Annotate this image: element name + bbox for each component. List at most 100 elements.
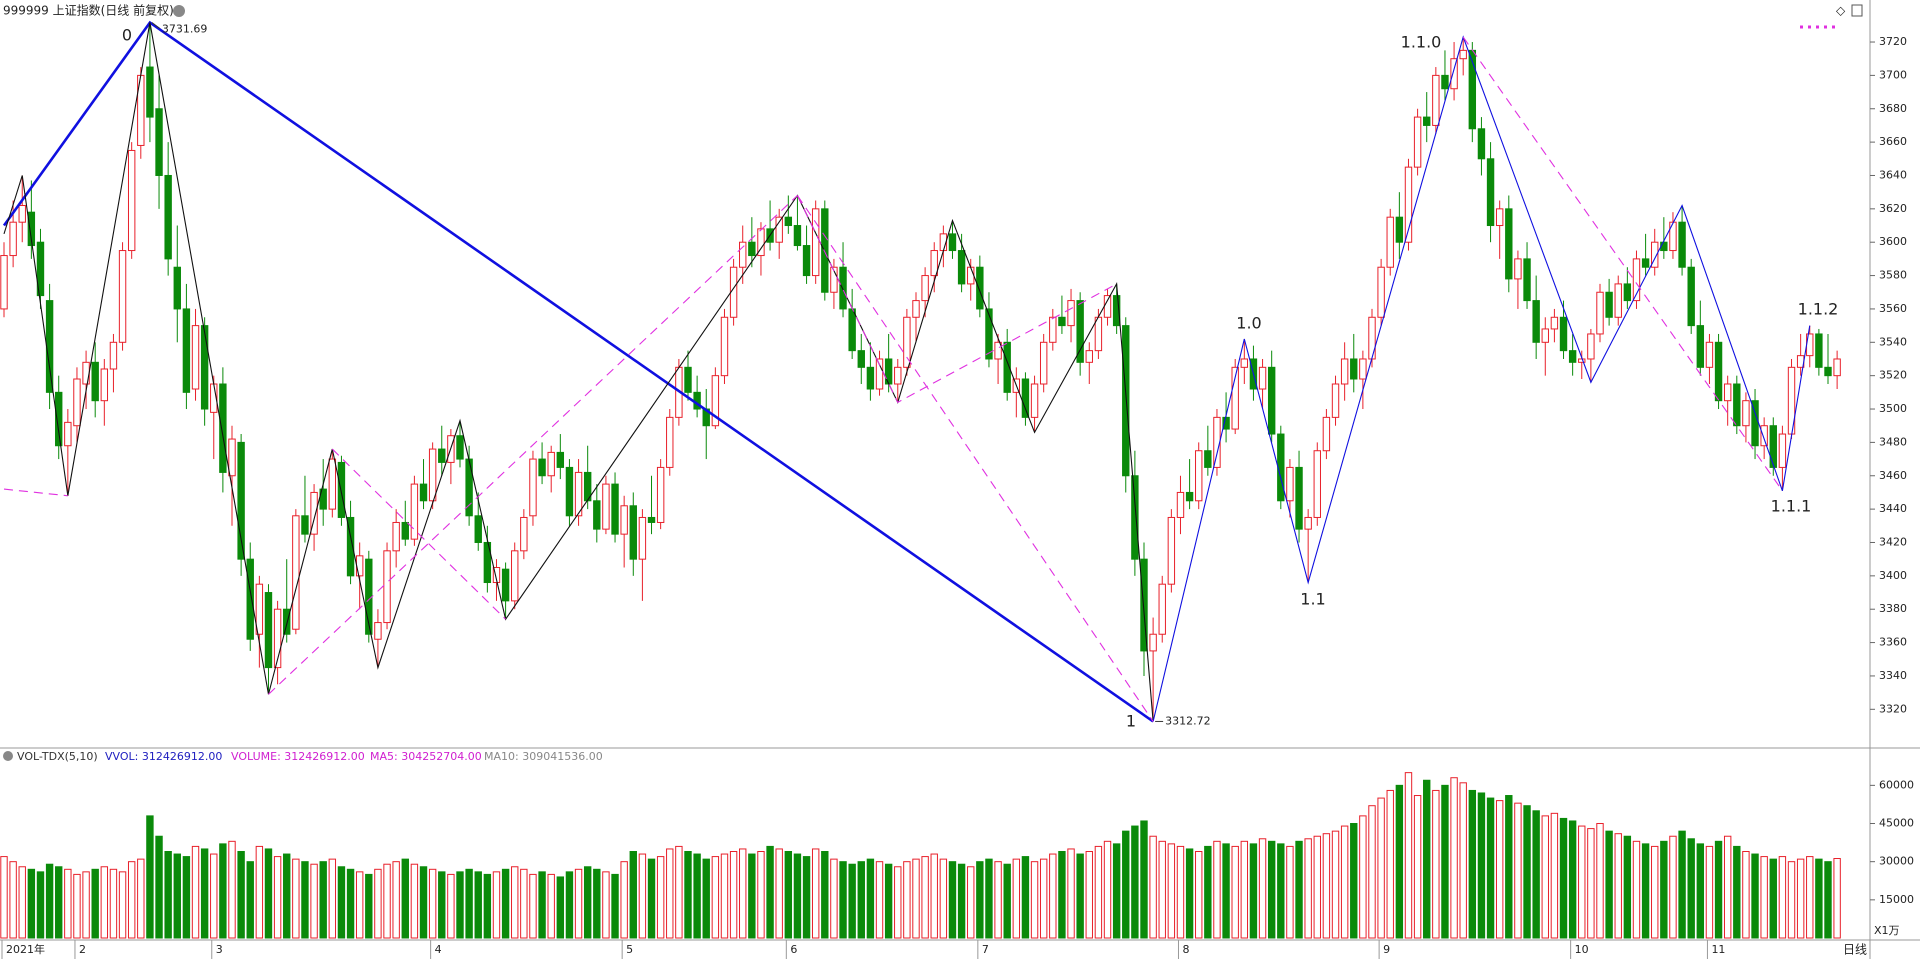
candle-body [237, 441, 245, 560]
volume-bar [866, 858, 875, 939]
volume-bar [501, 868, 510, 939]
volume-bar [1003, 863, 1011, 939]
volume-menu-icon[interactable] [3, 751, 13, 761]
candle-body [1450, 58, 1458, 90]
x-tick-label: 6 [790, 943, 797, 956]
candle-body [638, 516, 647, 560]
candle-body [967, 266, 975, 285]
candle-body [73, 378, 81, 427]
candle-body [866, 366, 875, 390]
icon-diamond[interactable]: ◇ [1836, 4, 1846, 18]
candle-body [848, 308, 856, 352]
volume-bar [921, 856, 929, 939]
wave-label: 1.1.1 [1771, 497, 1812, 516]
wave-label: 1.1.0 [1401, 33, 1442, 52]
volume-bar [1267, 840, 1276, 939]
candle-body [903, 316, 911, 368]
volume-bar [711, 856, 720, 939]
candle-body [875, 358, 884, 390]
volume-bar [1660, 840, 1668, 939]
volume-bar [948, 861, 957, 939]
volume-bar [1176, 845, 1185, 939]
candle-body [301, 515, 309, 535]
volume-bar [210, 853, 218, 939]
candle-body [985, 308, 993, 360]
title-menu-icon[interactable] [173, 5, 185, 17]
candle-body [18, 205, 26, 223]
candle-body [757, 228, 765, 257]
candle-body [1286, 466, 1294, 502]
volume-bar [1687, 838, 1695, 939]
volume-bar [200, 848, 209, 939]
candle-body [629, 505, 637, 560]
volume-bar [684, 851, 692, 939]
candle-body [1377, 266, 1385, 318]
candle-body [775, 216, 783, 243]
candle-body [739, 241, 747, 268]
volume-bar [1568, 820, 1577, 939]
candle-body [1277, 433, 1285, 502]
volume-bar [985, 858, 993, 939]
icon-window[interactable] [1851, 4, 1863, 17]
y-tick-label: 3480 [1879, 435, 1907, 448]
volume-bar [109, 868, 118, 939]
candle-body [647, 516, 656, 523]
y-tick-label: 3600 [1879, 235, 1907, 248]
candle-body [1714, 341, 1723, 402]
volume-bar [784, 851, 793, 939]
candle-body [821, 208, 829, 293]
volume-bar [1550, 812, 1559, 939]
y-tick-label: 3460 [1879, 469, 1907, 482]
volume-bar [1359, 815, 1367, 939]
volume-bar [547, 873, 555, 939]
volume-bar [1559, 817, 1568, 939]
volume-bar [1350, 823, 1358, 939]
wave-line [268, 195, 798, 695]
volume-bar [1167, 843, 1176, 939]
wave-line [3, 488, 68, 497]
volume-bar [264, 848, 273, 939]
candle-body [511, 550, 519, 602]
y-tick-label: 3420 [1879, 535, 1907, 548]
candle-body [1742, 400, 1750, 427]
volume-bar [127, 861, 136, 939]
candle-body [1386, 216, 1394, 268]
y-tick-label: 3520 [1879, 369, 1907, 382]
candle-body [711, 375, 720, 427]
volume-bar [1459, 782, 1467, 939]
candle-body [1267, 366, 1276, 435]
candle-body [383, 550, 391, 624]
volume-bar [1769, 858, 1777, 939]
volume-bar [346, 868, 355, 939]
volume-bar [1669, 835, 1677, 939]
candle-body [1815, 333, 1823, 368]
candle-body [1678, 221, 1686, 268]
candle-body [438, 448, 446, 463]
candle-body [173, 266, 181, 310]
volume-bar [1696, 843, 1705, 939]
vol-tick-label: 60000 [1879, 778, 1914, 791]
candle-body [1331, 383, 1340, 418]
candle-body [109, 341, 118, 370]
candle-body [328, 458, 337, 510]
volume-bar [574, 868, 583, 939]
x-tick-label: 8 [1182, 943, 1189, 956]
candle-body [666, 416, 674, 468]
candle-body [1295, 466, 1303, 530]
volume-bar [529, 873, 537, 939]
y-tick-label: 3360 [1879, 636, 1907, 649]
candle-body [894, 366, 902, 385]
volume-bar [456, 871, 464, 939]
candle-body [428, 448, 437, 502]
volume-bar [675, 845, 683, 939]
volume-bar [1751, 853, 1759, 939]
candle-body [1049, 316, 1057, 343]
y-tick-label: 3440 [1879, 502, 1907, 515]
candle-body [346, 516, 355, 577]
candle-body [191, 325, 200, 390]
wave-line [1462, 36, 1783, 492]
volume-header-item: VVOL: 312426912.00 [105, 750, 222, 763]
candle-body [793, 225, 802, 247]
candle-body [1240, 358, 1249, 368]
volume-bar [1030, 861, 1039, 939]
